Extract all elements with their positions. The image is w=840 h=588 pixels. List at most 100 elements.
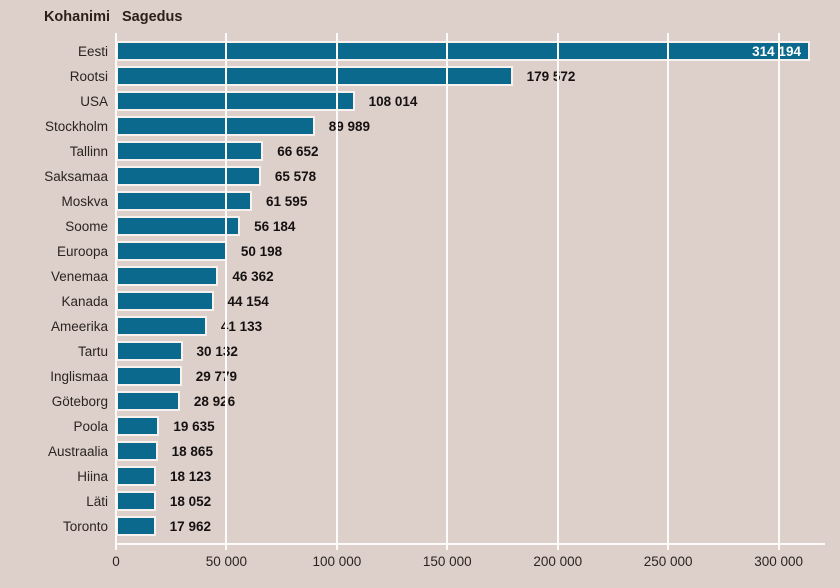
bar-row: Kanada 44 154 <box>61 289 825 314</box>
value-label: 65 578 <box>274 169 317 184</box>
gridline <box>115 33 117 543</box>
bar-row: Stockholm 89 989 <box>45 114 825 139</box>
category-label: Saksamaa <box>44 169 108 184</box>
x-tick <box>667 543 670 550</box>
bar <box>116 141 264 161</box>
bar-row: Läti 18 052 <box>86 489 825 514</box>
category-label: Soome <box>65 219 108 234</box>
bar-row: Ameerika 41 133 <box>51 314 825 339</box>
value-label: 18 052 <box>169 494 212 509</box>
bar-row: Euroopa 50 198 <box>57 239 825 264</box>
x-tick <box>225 543 228 550</box>
gridline <box>446 33 449 543</box>
bar-rows: Eesti 314 194 Rootsi 179 572 USA 108 014 Stock… <box>44 39 825 539</box>
bar <box>116 66 513 86</box>
value-label: 17 962 <box>169 519 211 534</box>
x-tick-label: 50 000 <box>205 554 248 569</box>
plot-area: Eesti 314 194 Rootsi 179 572 USA 108 014 Stock… <box>44 33 825 569</box>
category-label: Kanada <box>61 294 108 309</box>
value-label: 18 865 <box>171 444 213 459</box>
bar <box>116 241 227 261</box>
value-label: 30 132 <box>196 344 238 359</box>
category-label: Euroopa <box>56 244 108 259</box>
value-label: 46 362 <box>232 269 274 284</box>
bar <box>116 91 355 111</box>
category-label: Hiina <box>77 469 108 484</box>
bar <box>116 491 156 511</box>
gridline <box>335 33 338 543</box>
category-label: Poola <box>73 419 108 434</box>
bar-row: Eesti 314 194 <box>78 39 825 64</box>
bar <box>116 291 214 311</box>
x-tick-label: 100 000 <box>312 554 362 569</box>
bar-row: Rootsi 179 572 <box>70 64 825 89</box>
x-tick-label: 0 <box>112 554 120 569</box>
category-label: USA <box>80 94 108 109</box>
bar-row: Saksamaa 65 578 <box>44 164 825 189</box>
bar-row: Austraalia 18 865 <box>48 439 825 464</box>
x-tick-label: 200 000 <box>533 554 583 569</box>
category-label: Toronto <box>62 519 108 534</box>
x-tick <box>115 543 117 550</box>
x-tick-label: 300 000 <box>754 554 804 569</box>
category-label: Rootsi <box>69 69 108 84</box>
value-label: 179 572 <box>526 69 576 84</box>
bar-row: USA 108 014 <box>80 89 825 114</box>
category-label: Tallinn <box>69 144 108 159</box>
bar <box>116 391 180 411</box>
x-tick <box>446 543 449 550</box>
value-label: 44 154 <box>227 294 269 309</box>
value-label: 56 184 <box>254 219 296 234</box>
category-label: Eesti <box>77 44 108 59</box>
value-label: 18 123 <box>170 469 212 484</box>
bar-row: Hiina 18 123 <box>77 464 825 489</box>
category-label: Läti <box>86 494 108 509</box>
bar <box>116 466 157 486</box>
category-label: Moskva <box>61 194 108 209</box>
bar <box>116 416 160 436</box>
bar <box>116 366 182 386</box>
value-label: 108 014 <box>368 94 418 109</box>
bar-row: Tallinn 66 652 <box>70 139 825 164</box>
value-label: 66 652 <box>277 144 319 159</box>
x-tick <box>556 543 559 550</box>
x-tick-label: 150 000 <box>422 554 472 569</box>
bar-row: Venemaa 46 362 <box>51 264 825 289</box>
category-label: Tartu <box>77 344 108 359</box>
bar-row: Poola 19 635 <box>73 414 825 439</box>
gridline <box>225 33 228 543</box>
column-header-sagedus: Sagedus <box>122 9 183 25</box>
value-label: 28 926 <box>193 394 236 409</box>
bar <box>116 41 810 61</box>
value-label: 19 635 <box>173 419 215 434</box>
category-label: Ameerika <box>50 319 108 334</box>
bar-row: Inglismaa 29 779 <box>50 364 825 389</box>
bar-row: Toronto 17 962 <box>63 514 825 539</box>
gridline <box>667 33 670 543</box>
bar <box>116 266 219 286</box>
value-label: 314 194 <box>752 44 801 59</box>
category-label: Inglismaa <box>50 369 108 384</box>
x-tick <box>335 543 338 550</box>
bar-row: Soome 56 184 <box>65 214 825 239</box>
category-label: Stockholm <box>44 119 108 134</box>
column-header-kohanimi: Kohanimi <box>43 9 110 25</box>
bar <box>116 191 253 211</box>
category-label: Göteborg <box>51 394 108 409</box>
bar <box>116 316 207 336</box>
value-label: 29 779 <box>195 369 238 384</box>
bar <box>116 516 156 536</box>
value-label: 41 133 <box>220 319 263 334</box>
bar <box>116 216 241 236</box>
bar <box>116 341 183 361</box>
bar-row: Tartu 30 132 <box>78 339 825 364</box>
bar <box>116 116 315 136</box>
bar <box>116 441 158 461</box>
x-tick <box>777 543 780 550</box>
bar-row: Moskva 61 595 <box>61 189 825 214</box>
bar-row: Göteborg 28 926 <box>52 389 825 414</box>
x-tick-label: 250 000 <box>643 554 693 569</box>
value-label: 89 989 <box>328 119 371 134</box>
category-label: Venemaa <box>50 269 108 284</box>
